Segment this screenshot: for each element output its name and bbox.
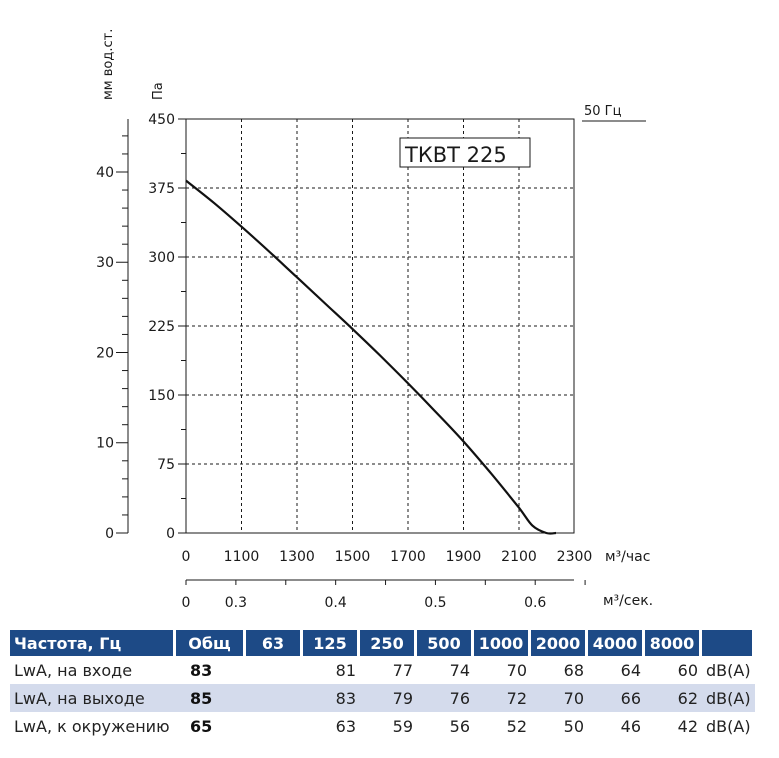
cell	[246, 684, 303, 712]
row-label: LwA, на выходе	[10, 684, 176, 712]
performance-curve	[185, 179, 557, 535]
pressure-tick-label: 225	[148, 319, 175, 335]
model-title-box	[399, 137, 531, 168]
cell: 72	[474, 684, 531, 712]
secondary-tick-label: 0	[182, 595, 191, 611]
secondary-tick-label: 0.6	[524, 595, 546, 611]
cell: 50	[563, 716, 584, 736]
left-tick-label: 0	[105, 526, 114, 542]
row-total: 65	[190, 716, 213, 736]
pressure-tick-label: 450	[148, 112, 175, 128]
header-63: 63	[246, 630, 303, 656]
cell: 59	[392, 716, 413, 736]
flow-axis-ticks: 0 1100 1300 1500 1700 1900 2100 2300	[182, 549, 593, 565]
flow-tick-label: 1500	[335, 549, 371, 565]
header-125: 125	[303, 630, 360, 656]
pressure-axis-ticks: 0 75 150 225 300 375 450	[148, 112, 186, 542]
secondary-axis-ticks: 0 0.3 0.4 0.5 0.6	[182, 580, 586, 611]
grid-lines	[186, 119, 574, 533]
cell	[246, 656, 303, 684]
table-row: LwA, к окружению 65 63 59 56 52 50 46 42…	[10, 712, 755, 740]
header-4000: 4000	[588, 630, 645, 656]
frequency-label: 50 Гц	[584, 104, 622, 119]
row-label: LwA, к окружению	[14, 716, 170, 736]
flow-tick-label: 1900	[446, 549, 482, 565]
pressure-tick-label: 150	[148, 388, 175, 404]
pressure-tick-label: 300	[148, 250, 175, 266]
flow-tick-label: 1700	[390, 549, 426, 565]
secondary-tick-label: 0.3	[225, 595, 247, 611]
cell: 74	[449, 660, 470, 680]
flow-tick-label: 0	[182, 549, 191, 565]
cell: 64	[620, 660, 641, 680]
left-tick-label: 40	[96, 165, 114, 181]
cell: 62	[645, 684, 702, 712]
cell: 52	[506, 716, 527, 736]
table-row: LwA, на входе 83 81 77 74 70 68 64 60 dB…	[10, 656, 755, 684]
cell: 70	[531, 684, 588, 712]
cell	[246, 712, 303, 740]
cell: 83	[303, 684, 360, 712]
cell: 46	[620, 716, 641, 736]
cell: 60	[677, 660, 698, 680]
cell: 76	[417, 684, 474, 712]
flow-tick-label: 1100	[224, 549, 260, 565]
cell: 77	[392, 660, 413, 680]
cell: 70	[506, 660, 527, 680]
row-label: LwA, на входе	[14, 660, 133, 680]
table-row: LwA, на выходе 85 83 79 76 72 70 66 62 d…	[10, 684, 755, 712]
cell: 56	[449, 716, 470, 736]
header-frequency: Частота, Гц	[10, 630, 176, 656]
header-2000: 2000	[531, 630, 588, 656]
row-total: 85	[176, 684, 246, 712]
table-header-row: Частота, Гц Общ 63 125 250 500 1000 2000…	[10, 630, 755, 656]
model-title: ТКВТ 225	[404, 143, 507, 167]
left-tick-label: 10	[96, 436, 114, 452]
left-tick-label: 20	[96, 345, 114, 361]
left-tick-label: 30	[96, 255, 114, 271]
secondary-axis-unit: м³/сек.	[603, 593, 653, 609]
left-axis-label: мм вод.ст.	[101, 29, 116, 100]
cell: 42	[677, 716, 698, 736]
row-unit: dB(A)	[706, 660, 751, 680]
flow-tick-label: 1300	[279, 549, 315, 565]
pressure-tick-label: 0	[166, 526, 175, 542]
sound-power-table: Частота, Гц Общ 63 125 250 500 1000 2000…	[10, 630, 755, 740]
pressure-axis-label: Па	[151, 82, 166, 100]
cell: 79	[360, 684, 417, 712]
left-axis-ticks: 0 10 20 30 40	[96, 135, 128, 542]
header-500: 500	[417, 630, 474, 656]
flow-axis-unit: м³/час	[605, 549, 650, 565]
header-250: 250	[360, 630, 417, 656]
header-1000: 1000	[474, 630, 531, 656]
flow-tick-label: 2100	[501, 549, 537, 565]
flow-tick-label: 2300	[557, 549, 593, 565]
cell: 81	[335, 660, 356, 680]
cell: 63	[335, 716, 356, 736]
cell: 68	[563, 660, 584, 680]
pressure-tick-label: 75	[157, 457, 175, 473]
secondary-tick-label: 0.5	[424, 595, 446, 611]
header-total: Общ	[176, 630, 246, 656]
secondary-tick-label: 0.4	[325, 595, 347, 611]
header-unit	[702, 630, 755, 656]
row-total: 83	[190, 660, 213, 680]
pressure-tick-label: 375	[148, 181, 175, 197]
cell: 66	[588, 684, 645, 712]
row-unit: dB(A)	[702, 684, 755, 712]
row-unit: dB(A)	[706, 716, 751, 736]
header-8000: 8000	[645, 630, 702, 656]
